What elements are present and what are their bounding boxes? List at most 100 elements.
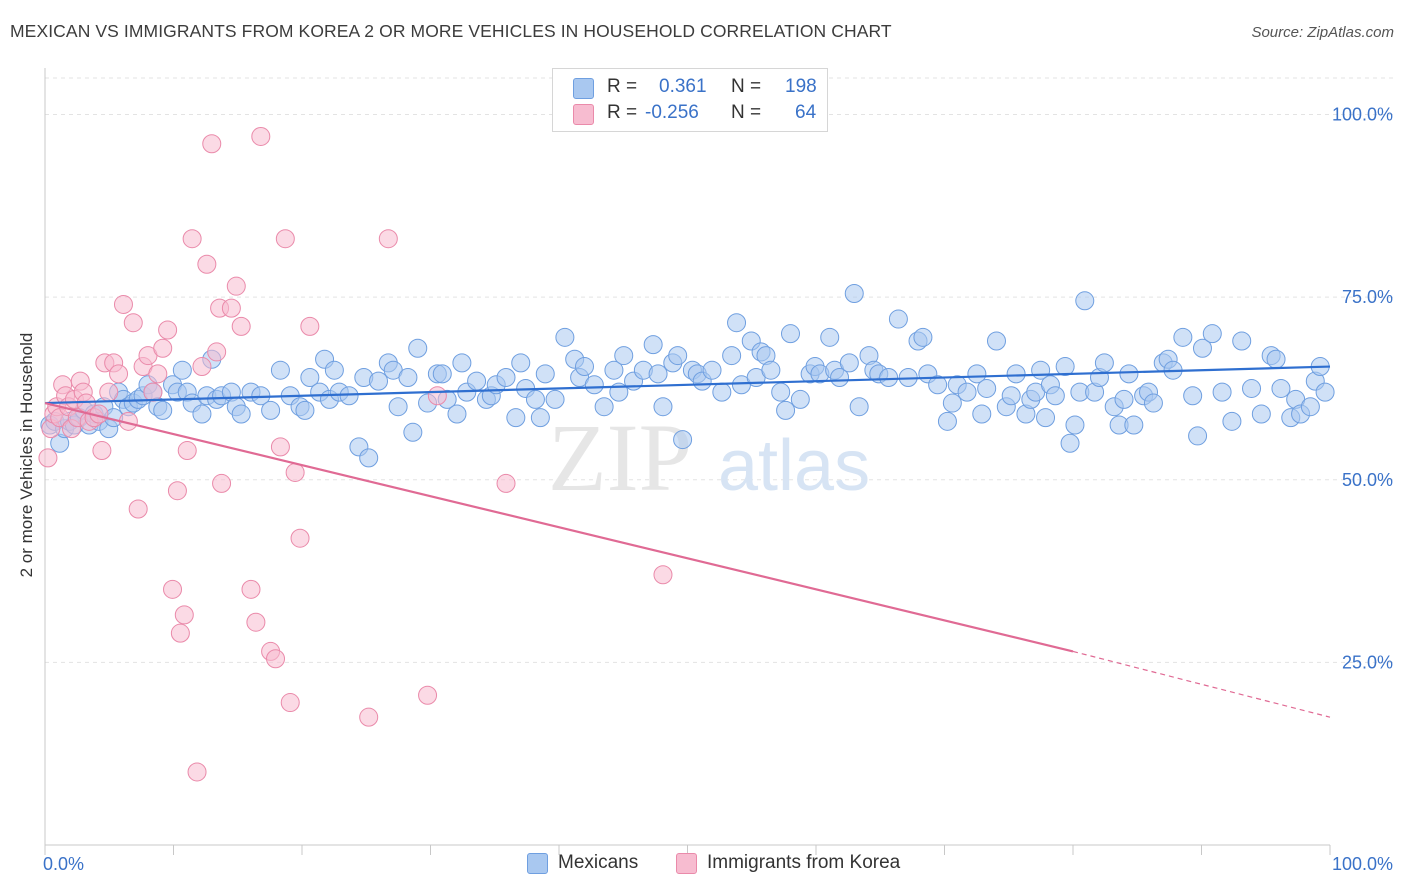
korea-point xyxy=(123,313,143,333)
mexicans-point xyxy=(986,331,1006,351)
mexicans-point xyxy=(369,371,389,391)
y-axis-label: 2 or more Vehicles in Household xyxy=(17,332,36,578)
chart-title: MEXICAN VS IMMIGRANTS FROM KOREA 2 OR MO… xyxy=(10,21,892,41)
mexicans-point xyxy=(1202,324,1222,344)
mexicans-point xyxy=(712,382,732,402)
mexicans-point xyxy=(972,404,992,424)
mexicans-point xyxy=(594,397,614,417)
korea-point xyxy=(418,685,438,705)
korea-point xyxy=(197,254,217,274)
mexicans-point xyxy=(604,360,624,380)
mexicans-point xyxy=(1065,415,1085,435)
mexicans-point xyxy=(830,367,850,387)
korea-point xyxy=(266,649,286,669)
legend-swatch-korea xyxy=(573,104,594,125)
stats-legend: R = 0.361 N = 198 R = -0.256 N = 64 xyxy=(552,68,828,132)
mexicans-point xyxy=(957,382,977,402)
mexicans-point xyxy=(359,448,379,468)
bottom-legend-swatch-mexicans xyxy=(527,853,548,874)
mexicans-point xyxy=(1094,353,1114,373)
mexicans-point xyxy=(1271,378,1291,398)
mexicans-point xyxy=(545,389,565,409)
source-credit: Source: ZipAtlas.com xyxy=(1251,24,1394,41)
korea-point xyxy=(128,499,148,519)
mexicans-point xyxy=(820,327,840,347)
mexicans-point xyxy=(324,360,344,380)
korea-point xyxy=(163,579,183,599)
korea-point xyxy=(300,316,320,336)
korea-point xyxy=(280,693,300,713)
korea-point xyxy=(143,382,163,402)
korea-point xyxy=(192,357,212,377)
mexicans-point xyxy=(928,375,948,395)
mexicans-point xyxy=(467,371,487,391)
mexicans-point xyxy=(261,400,281,420)
mexicans-point xyxy=(496,367,516,387)
legend-r-label: R = xyxy=(607,102,638,123)
mexicans-point xyxy=(673,430,693,450)
mexicans-point xyxy=(1036,408,1056,428)
mexicans-point xyxy=(231,404,251,424)
mexicans-point xyxy=(1045,386,1065,406)
y-tick-label: 100.0% xyxy=(1332,105,1393,125)
watermark-atlas: atlas xyxy=(718,426,870,506)
x-tick-label: 0.0% xyxy=(43,854,84,874)
mexicans-point xyxy=(530,408,550,428)
korea-point xyxy=(427,386,447,406)
mexicans-point xyxy=(977,378,997,398)
korea-point xyxy=(113,294,133,314)
mexicans-point xyxy=(771,382,791,402)
mexicans-point xyxy=(1251,404,1271,424)
korea-point xyxy=(231,316,251,336)
mexicans-point xyxy=(432,364,452,384)
mexicans-point xyxy=(398,367,418,387)
korea-point xyxy=(99,382,119,402)
mexicans-point xyxy=(1060,433,1080,453)
mexicans-point xyxy=(1300,397,1320,417)
mexicans-point xyxy=(1006,364,1026,384)
mexicans-point xyxy=(722,346,742,366)
korea-point xyxy=(153,338,173,358)
mexicans-point xyxy=(1232,331,1252,351)
mexicans-point xyxy=(300,367,320,387)
mexicans-point xyxy=(844,283,864,303)
mexicans-point xyxy=(172,360,192,380)
korea-point xyxy=(378,229,398,249)
mexicans-point xyxy=(780,324,800,344)
korea-point xyxy=(109,364,129,384)
mexicans-point xyxy=(1266,349,1286,369)
mexicans-point xyxy=(511,353,531,373)
mexicans-point xyxy=(937,411,957,431)
mexicans-point xyxy=(888,309,908,329)
korea-point xyxy=(182,229,202,249)
mexicans-point xyxy=(653,397,673,417)
mexicans-point xyxy=(761,360,781,380)
mexicans-point xyxy=(1173,327,1193,347)
mexicans-point xyxy=(388,397,408,417)
korea-point xyxy=(187,762,207,782)
mexicans-point xyxy=(506,408,526,428)
korea-point xyxy=(177,441,197,461)
x-tick-label: 100.0% xyxy=(1332,854,1393,874)
legend-n-value: 198 xyxy=(785,76,817,97)
mexicans-point xyxy=(339,386,359,406)
korea-point xyxy=(38,448,58,468)
korea-point xyxy=(221,298,241,318)
mexicans-point xyxy=(1242,378,1262,398)
mexicans-point xyxy=(1143,393,1163,413)
korea-point xyxy=(653,565,673,585)
korea-point xyxy=(241,579,261,599)
korea-point xyxy=(496,473,516,493)
korea-trend-extension xyxy=(1072,650,1331,718)
y-tick-label: 25.0% xyxy=(1342,652,1393,672)
korea-point xyxy=(270,437,290,457)
mexicans-point xyxy=(1183,386,1203,406)
korea-point xyxy=(148,364,168,384)
korea-point xyxy=(167,481,187,501)
legend-n-label: N = xyxy=(731,76,762,97)
watermark-zip: ZIP xyxy=(548,404,692,511)
mexicans-point xyxy=(776,400,796,420)
mexicans-point xyxy=(668,346,688,366)
legend-r-value: -0.256 xyxy=(645,102,699,123)
